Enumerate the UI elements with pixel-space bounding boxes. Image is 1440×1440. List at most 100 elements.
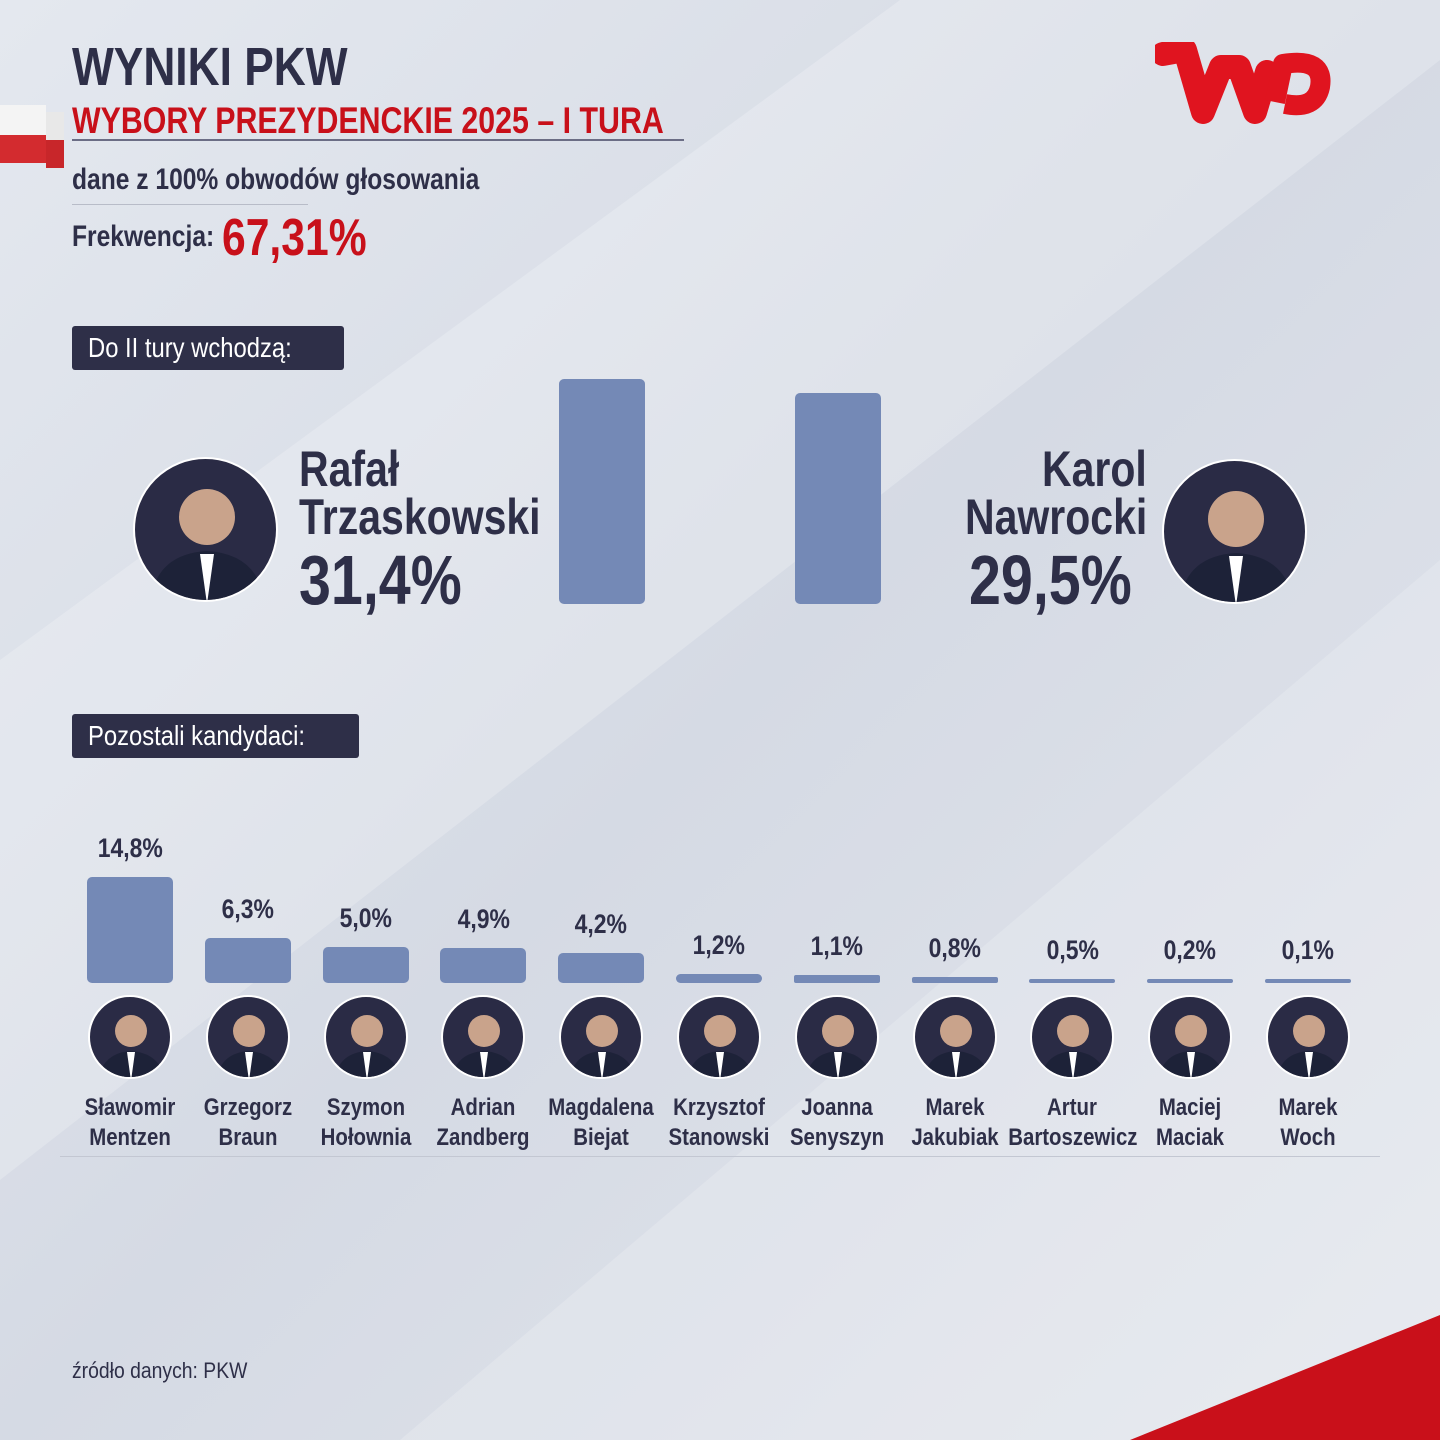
- candidate-first-name: Adrian: [451, 1094, 516, 1121]
- candidate-name: Szymon Hołownia: [291, 1093, 441, 1153]
- wp-logo: [1155, 42, 1331, 124]
- candidate-bar: [204, 937, 291, 983]
- candidate-value-label: 0,5%: [1046, 935, 1099, 965]
- candidate-avatar: [677, 995, 761, 1079]
- candidate-value-label: 5,0%: [339, 903, 392, 934]
- candidate-bar: [676, 974, 762, 983]
- candidate-last-name: Hołownia: [320, 1124, 411, 1151]
- candidate-name: Grzegorz Braun: [173, 1093, 323, 1153]
- candidate-bar: [911, 977, 998, 983]
- person-icon: [687, 1015, 754, 1077]
- candidate-last-name: Biejat: [573, 1124, 629, 1151]
- candidate-value-label: 0,2%: [1164, 935, 1217, 965]
- candidate-bar: [1147, 979, 1234, 983]
- candidate-last-name: Zandberg: [436, 1124, 530, 1151]
- candidate-value-label: 1,2%: [692, 930, 746, 961]
- candidate-value-label: 6,3%: [221, 893, 274, 924]
- candidate-avatar: [205, 995, 290, 1079]
- runoff-value-1: 29,5%: [969, 541, 1132, 619]
- candidate-avatar: [1148, 995, 1233, 1079]
- candidate-value-label: 0,1%: [1281, 935, 1335, 965]
- candidate-name: Sławomir Mentzen: [55, 1093, 205, 1153]
- candidate-avatar: [88, 995, 172, 1079]
- candidate-avatar: [1266, 995, 1350, 1079]
- candidate-avatar: [794, 995, 879, 1079]
- candidate-avatar: [441, 995, 526, 1079]
- candidate-first-name: Magdalena: [548, 1094, 654, 1121]
- candidate-first-name: Sławomir: [84, 1094, 176, 1121]
- data-scope: dane z 100% obwodów głosowania: [72, 163, 480, 196]
- candidate-first-name: Krzysztof: [673, 1094, 765, 1121]
- runoff-value-0: 31,4%: [299, 541, 462, 619]
- runoff-bar-trzaskowski: [559, 379, 645, 604]
- person-icon: [1276, 1015, 1343, 1077]
- candidate-name: Krzysztof Stanowski: [644, 1093, 794, 1153]
- avatar-trzaskowski: [133, 457, 278, 602]
- candidate-first-name: Marek: [1278, 1094, 1338, 1121]
- candidate-avatar: [912, 995, 997, 1079]
- candidate-name: Joanna Senyszyn: [762, 1093, 912, 1153]
- candidate-last-name: Jakubiak: [910, 1124, 999, 1151]
- turnout-value: 67,31%: [222, 209, 367, 267]
- candidate-avatar: [559, 995, 644, 1079]
- person-icon: [805, 1015, 872, 1077]
- candidate-last-name: Stanowski: [668, 1124, 770, 1151]
- person-icon: [216, 1015, 283, 1077]
- candidate-avatar: [1030, 995, 1115, 1079]
- candidate-last-name: Mentzen: [89, 1124, 171, 1151]
- candidate-last-name: Senyszyn: [789, 1124, 884, 1151]
- candidate-name: Marek Woch: [1233, 1093, 1383, 1153]
- divider: [72, 204, 308, 205]
- candidate-bar: [1265, 979, 1351, 983]
- candidate-last-name: Woch: [1280, 1124, 1336, 1151]
- page-title: WYNIKI PKW: [72, 37, 348, 97]
- candidate-name: Marek Jakubiak: [880, 1093, 1030, 1153]
- avatar-nawrocki: [1162, 459, 1307, 604]
- runoff-last-name-1: Nawrocki: [965, 489, 1148, 545]
- runoff-section-tag: Do II tury wchodzą:: [72, 326, 344, 370]
- candidate-name: Magdalena Biejat: [526, 1093, 676, 1153]
- candidate-bar: [87, 877, 173, 983]
- candidate-first-name: Grzegorz: [203, 1094, 292, 1121]
- candidate-name: Maciej Maciak: [1115, 1093, 1265, 1153]
- flag-icon: [0, 105, 46, 135]
- candidate-value-label: 4,2%: [575, 908, 628, 939]
- flag-shadow: [46, 112, 64, 140]
- turnout-label: Frekwencja:: [72, 220, 215, 253]
- runoff-first-name-0: Rafał: [299, 441, 400, 497]
- candidate-bar: [558, 952, 645, 983]
- candidate-first-name: Szymon: [326, 1094, 405, 1121]
- candidate-bar: [793, 975, 880, 983]
- baseline-divider: [60, 1156, 1380, 1157]
- person-icon: [150, 489, 265, 600]
- person-icon: [98, 1015, 165, 1077]
- candidate-name: Artur Bartoszewicz: [997, 1093, 1147, 1153]
- candidate-bar: [440, 947, 527, 983]
- candidate-avatar: [323, 995, 408, 1079]
- person-icon: [570, 1015, 637, 1077]
- person-icon: [334, 1015, 401, 1077]
- candidate-bar: [322, 947, 409, 983]
- page-subtitle: WYBORY PREZYDENCKIE 2025 – I TURA: [72, 100, 664, 141]
- person-icon: [1179, 491, 1294, 602]
- candidate-last-name: Bartoszewicz: [1008, 1124, 1138, 1151]
- candidate-value-label: 1,1%: [810, 931, 863, 962]
- candidate-value-label: 0,8%: [928, 933, 981, 964]
- candidate-last-name: Braun: [218, 1124, 278, 1151]
- candidate-bar: [1029, 979, 1116, 983]
- candidate-first-name: Marek: [925, 1094, 985, 1121]
- flag-shadow-red: [46, 140, 64, 168]
- candidate-first-name: Artur: [1047, 1094, 1098, 1121]
- person-icon: [923, 1015, 990, 1077]
- flag-red: [0, 135, 46, 163]
- candidate-first-name: Maciej: [1159, 1094, 1222, 1121]
- person-icon: [1041, 1015, 1108, 1077]
- runoff-first-name-1: Karol: [1042, 441, 1147, 497]
- source-note: źródło danych: PKW: [72, 1358, 248, 1383]
- person-icon: [1159, 1015, 1226, 1077]
- others-section-tag: Pozostali kandydaci:: [72, 714, 360, 758]
- candidate-name: Adrian Zandberg: [408, 1093, 558, 1153]
- subtitle-underline: [72, 139, 684, 141]
- candidate-first-name: Joanna: [801, 1094, 873, 1121]
